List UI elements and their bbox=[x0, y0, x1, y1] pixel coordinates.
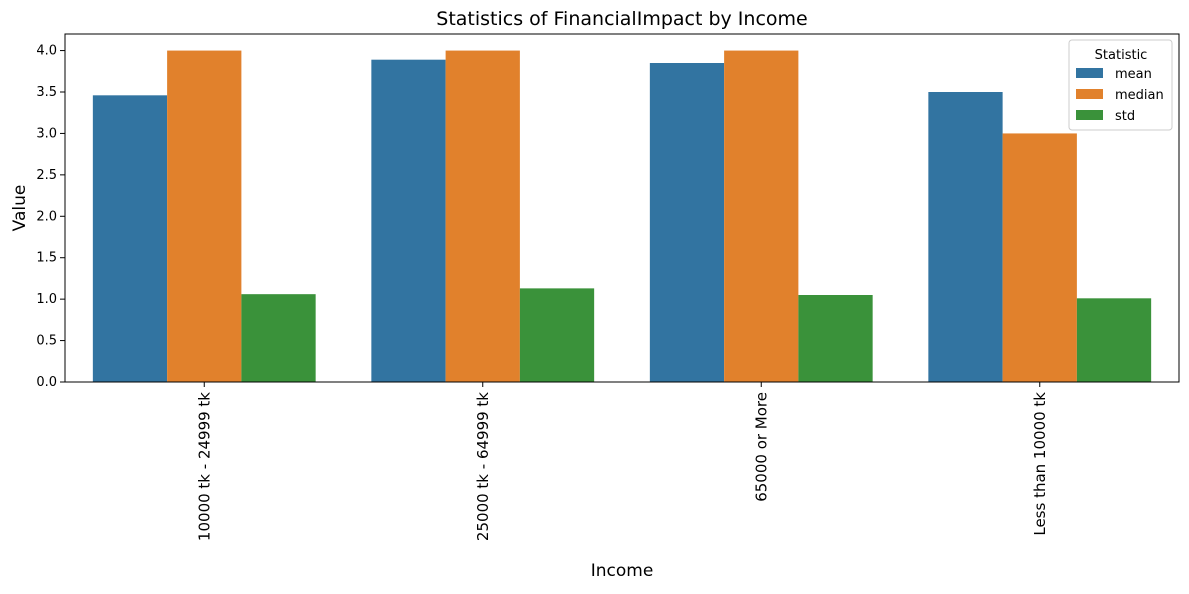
x-tick-label-2: 65000 or More bbox=[752, 392, 770, 502]
legend-label-median: median bbox=[1115, 88, 1164, 103]
bar-std-1 bbox=[519, 288, 595, 382]
y-tick-label-4: 2.0 bbox=[36, 209, 57, 224]
y-axis: 0.0 0.5 1.0 1.5 2.0 2.5 3.0 3.5 4.0 bbox=[36, 44, 65, 390]
legend: Statistic mean median std bbox=[1068, 39, 1173, 131]
legend-label-std: std bbox=[1115, 109, 1135, 124]
y-tick-label-1: 0.5 bbox=[36, 334, 57, 349]
bar-std-0 bbox=[241, 294, 316, 382]
bar-median-3 bbox=[1002, 133, 1077, 382]
y-tick-label-5: 2.5 bbox=[36, 168, 57, 183]
legend-box bbox=[1068, 39, 1173, 131]
plot-frame bbox=[64, 33, 1180, 383]
y-tick-label-0: 0.0 bbox=[36, 375, 57, 390]
bars-group bbox=[92, 50, 1152, 383]
y-tick-label-2: 1.0 bbox=[36, 292, 57, 307]
x-axis-label: Income bbox=[591, 561, 654, 581]
bar-mean-3 bbox=[928, 92, 1003, 382]
bar-median-2 bbox=[724, 50, 799, 382]
y-tick-label-8: 4.0 bbox=[36, 44, 57, 59]
y-axis-label: Value bbox=[10, 185, 30, 232]
x-tick-label-0: 10000 tk - 24999 tk bbox=[195, 392, 213, 541]
legend-swatch-median bbox=[1076, 89, 1103, 99]
legend-title: Statistic bbox=[1095, 48, 1148, 63]
bar-std-2 bbox=[798, 295, 873, 382]
legend-label-mean: mean bbox=[1115, 67, 1152, 82]
x-tick-label-1: 25000 tk - 64999 tk bbox=[474, 392, 492, 541]
legend-swatch-std bbox=[1076, 110, 1103, 120]
bar-mean-2 bbox=[649, 63, 725, 382]
x-tick-label-3: Less than 10000 tk bbox=[1031, 392, 1049, 536]
y-tick-label-6: 3.0 bbox=[36, 126, 57, 141]
bar-median-1 bbox=[445, 50, 520, 382]
bar-mean-1 bbox=[371, 59, 446, 382]
legend-swatch-mean bbox=[1076, 68, 1103, 78]
y-tick-label-7: 3.5 bbox=[36, 85, 57, 100]
x-axis: 10000 tk - 24999 tk 25000 tk - 64999 tk 65… bbox=[195, 382, 1049, 541]
bar-mean-0 bbox=[92, 95, 168, 383]
bar-median-0 bbox=[167, 50, 242, 382]
chart-title: Statistics of FinancialImpact by Income bbox=[436, 8, 807, 30]
bar-std-3 bbox=[1076, 298, 1152, 382]
y-tick-label-3: 1.5 bbox=[36, 251, 57, 266]
